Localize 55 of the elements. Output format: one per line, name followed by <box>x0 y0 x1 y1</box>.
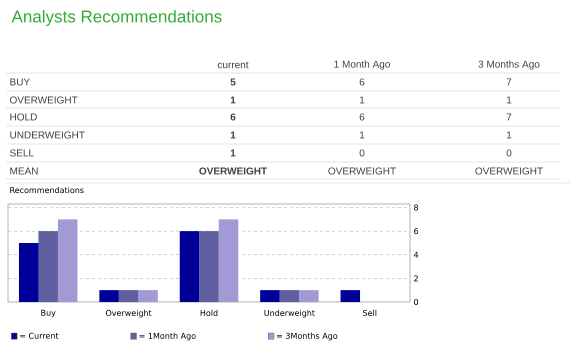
bar <box>199 231 219 302</box>
y-tick-label: 0 <box>414 298 418 306</box>
text: 1 <box>360 96 364 104</box>
bar <box>280 290 300 302</box>
y-tick-label: 2 <box>414 275 418 282</box>
x-tick-label: Buy <box>41 310 56 318</box>
text: 6 <box>360 113 364 121</box>
text: MEAN <box>10 168 38 174</box>
x-tick-label: Sell <box>363 310 376 316</box>
text: 0 <box>506 149 512 157</box>
text: 1 <box>360 132 364 138</box>
x-tick-label: Overweight <box>106 310 152 318</box>
text: BUY <box>10 78 30 86</box>
text: 1 <box>230 96 236 104</box>
text: OVERWEIGHT <box>199 167 267 175</box>
chart-subtitle: Recommendations <box>10 186 84 194</box>
y-tick-label: 4 <box>414 252 418 258</box>
x-tick-label: Hold <box>200 310 218 316</box>
text: 1 <box>230 132 236 138</box>
legend-label: = 1Month Ago <box>140 332 196 340</box>
bar <box>18 242 38 302</box>
text: 6 <box>230 113 236 121</box>
bar <box>299 290 319 302</box>
bar <box>118 290 138 302</box>
text: 5 <box>230 78 236 86</box>
y-tick-label: 6 <box>414 228 418 234</box>
text: OVERWEIGHT <box>10 96 78 104</box>
text: 7 <box>506 114 512 120</box>
text: 6 <box>360 78 364 86</box>
y-tick-label: 8 <box>414 204 418 211</box>
text: 1 <box>230 150 236 156</box>
x-tick-label: Underweight <box>264 310 315 318</box>
text: 1 <box>506 96 512 104</box>
bar <box>180 231 200 302</box>
text: UNDERWEIGHT <box>10 131 85 139</box>
text: 1 <box>506 132 512 138</box>
bar <box>138 290 158 302</box>
text: OVERWEIGHT <box>475 167 543 175</box>
text: 7 <box>506 78 512 86</box>
bar <box>340 290 360 302</box>
text: SELL <box>10 149 34 157</box>
bar <box>38 231 58 302</box>
text: 0 <box>360 149 364 157</box>
text: 1 Month Ago <box>334 60 390 70</box>
text: 3 Months Ago <box>478 60 540 70</box>
bar <box>218 219 238 302</box>
legend-label: = Current <box>20 332 58 339</box>
bar <box>58 219 78 302</box>
chart-title: Analysts Recommendations <box>12 10 222 26</box>
text: current <box>218 62 248 68</box>
legend-label: = 3Months Ago <box>277 332 338 340</box>
text: OVERWEIGHT <box>328 167 396 175</box>
text: HOLD <box>10 113 37 121</box>
bar <box>260 290 280 302</box>
bar <box>99 290 119 302</box>
